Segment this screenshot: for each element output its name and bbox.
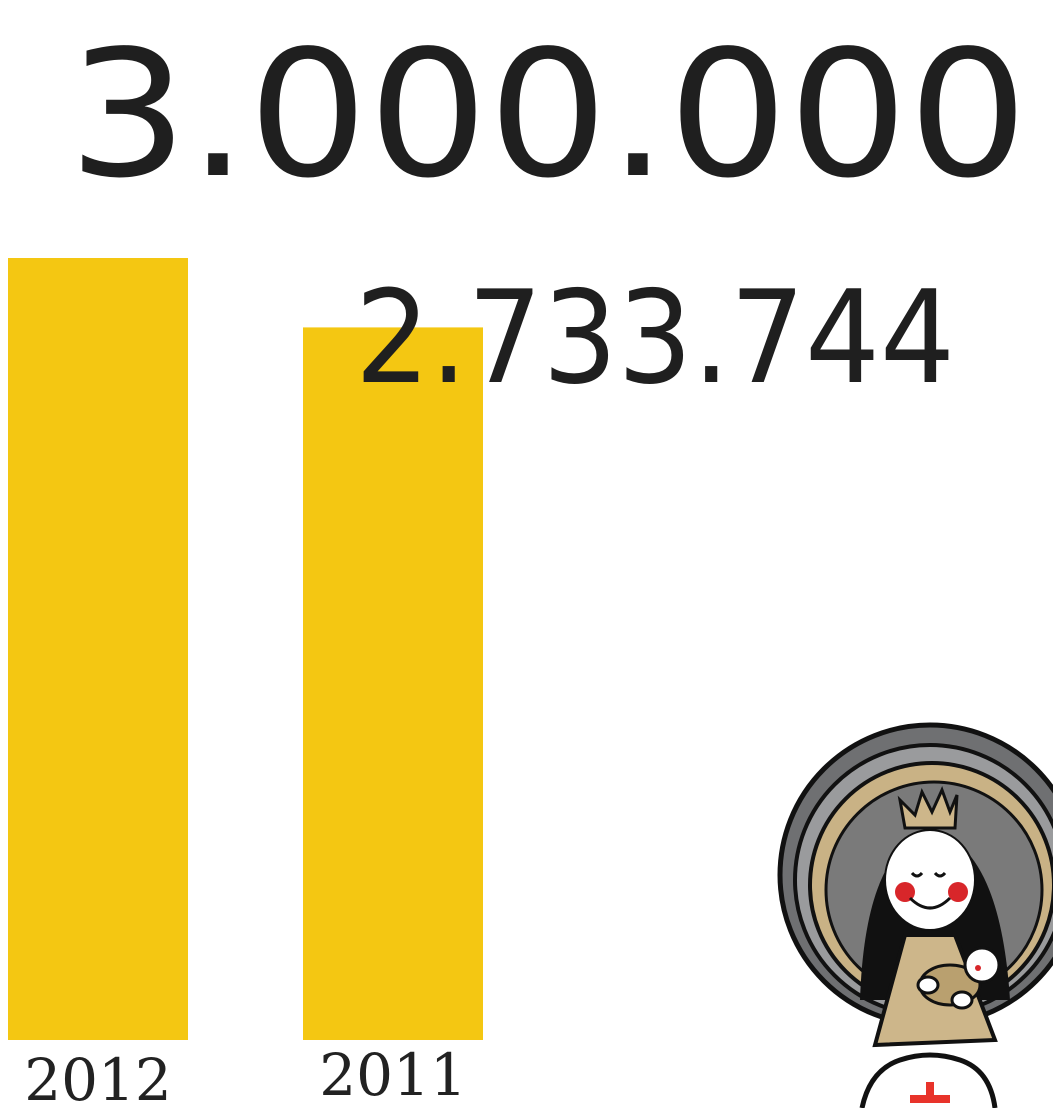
smile	[908, 896, 952, 910]
left-hand	[916, 975, 940, 995]
bars-group	[8, 258, 483, 1040]
madonna-illustration	[777, 722, 1053, 1108]
category-label-2012: 2012	[24, 1046, 172, 1108]
category-label-2011: 2011	[319, 1041, 467, 1108]
value-label-2012: 3.000.000	[68, 14, 1028, 217]
child-head	[963, 946, 1001, 984]
moon-base	[859, 1052, 998, 1108]
right-hand	[950, 990, 974, 1010]
right-cheek	[948, 882, 968, 902]
category-labels-group: 2012 2011	[24, 1041, 467, 1108]
bar-2012	[8, 258, 188, 1040]
left-cheek	[895, 882, 915, 902]
child-cheek	[975, 965, 981, 971]
left-eye	[910, 871, 924, 878]
bar-2011	[303, 327, 483, 1040]
right-eye	[933, 871, 947, 878]
crown-icon	[897, 786, 959, 830]
value-labels-group: 3.000.000 2.733.744	[68, 14, 1028, 413]
red-base-mark	[910, 1082, 950, 1103]
value-label-2011: 2.733.744	[355, 264, 955, 413]
face	[884, 829, 976, 931]
